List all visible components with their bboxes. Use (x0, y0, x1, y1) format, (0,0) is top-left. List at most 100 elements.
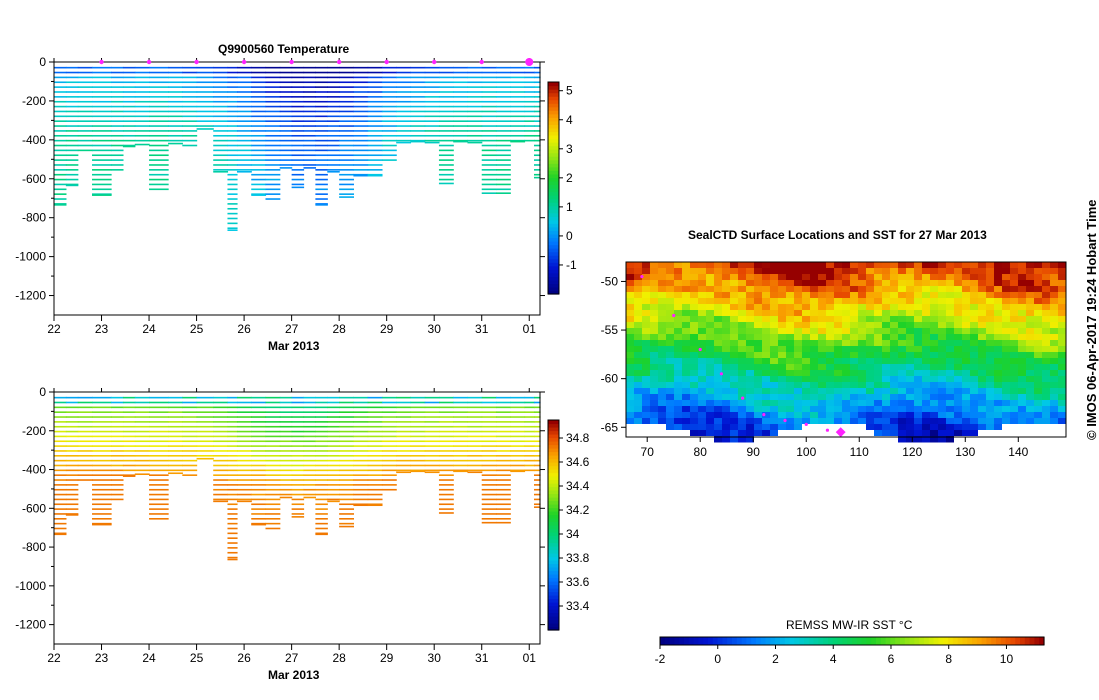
salinity-cell (227, 479, 238, 481)
sst-cell (954, 340, 963, 347)
salinity-cell (534, 435, 541, 438)
sst-cell (706, 322, 715, 329)
salinity-cell (65, 513, 79, 515)
sst-cell (746, 418, 755, 425)
sst-cell (858, 358, 867, 365)
sst-cell (978, 316, 987, 323)
sst-cell (842, 394, 851, 401)
salinity-colorbar-step (548, 616, 559, 621)
sst-cell (642, 418, 651, 425)
sst-cell (962, 430, 971, 437)
sst-cell (978, 268, 987, 275)
sst-cell (626, 334, 635, 341)
sst-cell (1050, 412, 1059, 419)
salinity-x-tick-label: 25 (190, 651, 204, 665)
salinity-cell (510, 411, 526, 413)
temperature-cell (149, 183, 169, 186)
salinity-cell (77, 450, 93, 452)
sst-cell (762, 382, 771, 389)
salinity-cell (227, 518, 238, 520)
salinity-cell (424, 440, 440, 443)
temperature-cell (410, 139, 426, 142)
sst-cell (946, 382, 955, 389)
salinity-cell (213, 474, 229, 476)
salinity-cell (438, 406, 454, 409)
sst-cell (850, 400, 859, 407)
temperature-cell (315, 173, 328, 176)
salinity-cell (251, 508, 267, 510)
salinity-cell (438, 474, 454, 476)
sst-cell (738, 346, 747, 353)
temperature-cell (182, 144, 198, 147)
sst-cell (906, 406, 915, 413)
sst-colorbar-step (727, 637, 733, 645)
salinity-cell (303, 411, 316, 413)
sst-cell (634, 340, 643, 347)
sst-cell (1002, 400, 1011, 407)
salinity-cell (92, 430, 112, 433)
sst-cell (778, 400, 787, 407)
salinity-cell (291, 488, 305, 491)
sst-cell (626, 412, 635, 419)
sst-cell (994, 328, 1003, 335)
temperature-cell (424, 134, 440, 137)
salinity-cell (92, 464, 112, 467)
sst-cell (626, 280, 635, 287)
sst-cell (986, 268, 995, 275)
salinity-cell (353, 406, 369, 409)
temperature-colorbar-step (548, 138, 559, 143)
sst-cell (650, 316, 659, 323)
sst-cell (650, 382, 659, 389)
sst-cell (730, 400, 739, 407)
salinity-cell (149, 488, 169, 491)
sst-cell (914, 412, 923, 419)
sst-cell (858, 376, 867, 383)
salinity-cell (65, 464, 79, 467)
sst-cell (842, 346, 851, 353)
sst-cell (666, 424, 675, 431)
temperature-cell (227, 105, 238, 108)
sst-cell (850, 346, 859, 353)
land-cell (1050, 424, 1059, 431)
sst-cell (1050, 334, 1059, 341)
temperature-cell (227, 96, 238, 98)
salinity-cell (92, 479, 112, 481)
salinity-cell (291, 421, 305, 423)
sst-cell (706, 298, 715, 305)
sst-cell (634, 388, 643, 395)
sst-cell (666, 310, 675, 317)
temperature-cell (353, 169, 369, 171)
sst-cell (826, 286, 835, 293)
sst-cell (642, 388, 651, 395)
temperature-cell (77, 81, 93, 84)
track-point (762, 413, 766, 417)
temperature-cell (54, 125, 67, 127)
salinity-cell (495, 416, 511, 418)
salinity-cell (251, 450, 267, 452)
temperature-cell (227, 188, 238, 191)
salinity-cell (481, 503, 497, 506)
temperature-cell (134, 143, 150, 146)
salinity-cell (481, 498, 497, 501)
sst-cell (754, 364, 763, 371)
sst-cell (874, 310, 883, 317)
temperature-cell (92, 194, 112, 196)
sst-cell (914, 436, 923, 443)
sst-cell (762, 334, 771, 341)
salinity-cell (265, 474, 281, 476)
sst-cell (762, 280, 771, 287)
salinity-cell (327, 440, 340, 443)
salinity-cell (410, 440, 426, 443)
track-point (825, 428, 830, 432)
temperature-colorbar-step (548, 159, 559, 164)
salinity-colorbar-step (548, 567, 559, 572)
sst-cell (1026, 322, 1035, 329)
salinity-colorbar-tick-label: 33.4 (566, 599, 590, 613)
salinity-cell (534, 464, 541, 467)
sst-cell (914, 340, 923, 347)
temperature-cell (65, 81, 79, 84)
salinity-cell (534, 401, 541, 404)
temperature-cell (236, 86, 252, 88)
sst-cell (970, 316, 979, 323)
sst-cell (626, 388, 635, 395)
